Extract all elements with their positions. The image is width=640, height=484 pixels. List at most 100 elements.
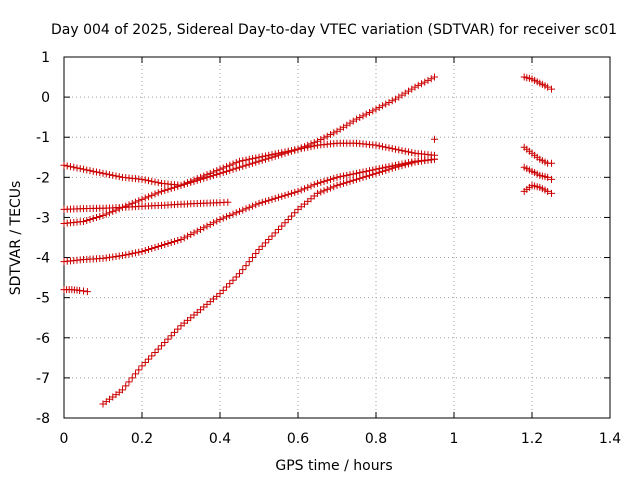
- marker-satellite-b: [93, 213, 100, 221]
- marker-satellite-f: [145, 355, 152, 363]
- marker-satellite-a: [112, 172, 120, 180]
- marker-satellite-d: [297, 186, 305, 194]
- marker-satellite-f: [229, 276, 237, 284]
- marker-satellite-b: [216, 169, 224, 177]
- marker-satellite-f: [249, 254, 256, 262]
- marker-satellite-f: [119, 386, 126, 394]
- marker-satellite-b: [284, 148, 292, 156]
- marker-satellite-d: [291, 188, 299, 196]
- marker-satellite-b: [232, 164, 240, 172]
- marker-satellite-b: [203, 173, 211, 181]
- marker-satellite-b: [307, 143, 315, 151]
- marker-satellite-d: [310, 181, 318, 189]
- marker-satellite-a: [369, 107, 377, 115]
- marker-satellite-d: [327, 175, 334, 183]
- marker-satellite-f: [398, 162, 406, 170]
- marker-satellite-d: [249, 202, 256, 210]
- marker-satellite-d: [278, 192, 286, 200]
- marker-satellite-e: [80, 287, 87, 295]
- marker-satellite-a: [148, 177, 156, 185]
- marker-satellite-d: [262, 197, 269, 205]
- marker-satellite-b: [304, 143, 312, 151]
- marker-satellite-d: [158, 242, 165, 250]
- marker-satellite-a: [86, 167, 94, 175]
- y-tick-label: -7: [36, 371, 50, 387]
- x-tick-label: 1.2: [521, 431, 543, 447]
- marker-satellite-b: [242, 161, 250, 169]
- marker-satellite-f: [125, 378, 133, 386]
- marker-satellite-d: [190, 229, 198, 237]
- marker-satellite-f: [353, 175, 360, 183]
- marker-satellite-d: [239, 206, 247, 214]
- marker-satellite-f: [141, 359, 149, 367]
- marker-satellite-b: [245, 160, 253, 168]
- marker-satellite-b: [83, 216, 91, 224]
- marker-satellite-a: [93, 168, 100, 176]
- marker-satellite-d: [252, 201, 260, 209]
- marker-satellite-b: [223, 167, 230, 175]
- marker-satellite-b: [372, 141, 380, 149]
- marker-satellite-b: [187, 178, 195, 186]
- marker-satellite-a: [353, 115, 360, 123]
- marker-satellite-f: [167, 332, 175, 340]
- x-tick-label: 1.4: [599, 431, 621, 447]
- marker-satellite-d: [210, 219, 217, 227]
- marker-satellite-d: [349, 170, 357, 178]
- marker-satellite-a: [67, 163, 74, 171]
- marker-satellite-d: [213, 217, 221, 225]
- marker-satellite-a: [320, 134, 328, 142]
- marker-satellite-b: [86, 215, 94, 223]
- marker-satellite-f: [408, 159, 416, 167]
- x-axis-label: GPS time / hours: [275, 458, 392, 474]
- marker-satellite-d: [148, 245, 156, 253]
- marker-satellite-d: [284, 190, 292, 198]
- marker-satellite-d: [330, 174, 338, 182]
- marker-satellite-f: [405, 160, 412, 168]
- marker-satellite-d: [132, 249, 139, 257]
- marker-satellite-f: [138, 362, 146, 370]
- marker-satellite-b: [236, 163, 243, 171]
- marker-satellite-f: [392, 163, 399, 171]
- marker-satellite-d: [174, 237, 182, 245]
- marker-satellite-f: [161, 338, 169, 346]
- marker-satellite-f: [135, 366, 143, 374]
- marker-satellite-d: [226, 211, 234, 219]
- marker-satellite-d: [301, 185, 308, 193]
- marker-satellite-b: [96, 212, 104, 220]
- marker-satellite-b: [154, 189, 162, 197]
- marker-satellite-f: [151, 348, 159, 356]
- marker-satellite-d: [167, 239, 175, 247]
- marker-satellite-d: [317, 178, 325, 186]
- marker-satellite-b: [229, 165, 237, 173]
- marker-outlier: [431, 135, 438, 143]
- marker-satellite-d: [275, 193, 282, 201]
- marker-satellite-a: [388, 97, 396, 105]
- x-tick-label: 0: [60, 431, 69, 447]
- marker-satellite-g: [548, 85, 555, 93]
- marker-satellite-a: [83, 166, 91, 174]
- marker-satellite-d: [307, 182, 315, 190]
- marker-satellite-a: [323, 132, 331, 140]
- marker-satellite-a: [327, 131, 334, 139]
- marker-satellite-d: [265, 196, 273, 204]
- marker-satellite-d: [125, 250, 133, 258]
- marker-satellite-b: [180, 180, 188, 188]
- marker-satellite-b: [177, 181, 185, 189]
- marker-satellite-a: [89, 167, 97, 175]
- marker-satellite-a: [70, 163, 78, 171]
- marker-satellite-f: [333, 181, 341, 189]
- y-tick-label: -6: [36, 331, 50, 347]
- marker-satellite-f: [388, 164, 396, 172]
- marker-satellite-d: [333, 173, 341, 181]
- marker-satellite-d: [229, 210, 237, 218]
- marker-satellite-b: [148, 191, 156, 199]
- marker-satellite-a: [330, 129, 338, 137]
- marker-satellite-h: [548, 159, 555, 167]
- y-tick-label: -5: [36, 291, 50, 307]
- marker-satellite-a: [356, 114, 364, 122]
- marks-layer: [60, 73, 555, 408]
- marker-satellite-a: [366, 108, 373, 116]
- marker-satellite-f: [395, 162, 403, 170]
